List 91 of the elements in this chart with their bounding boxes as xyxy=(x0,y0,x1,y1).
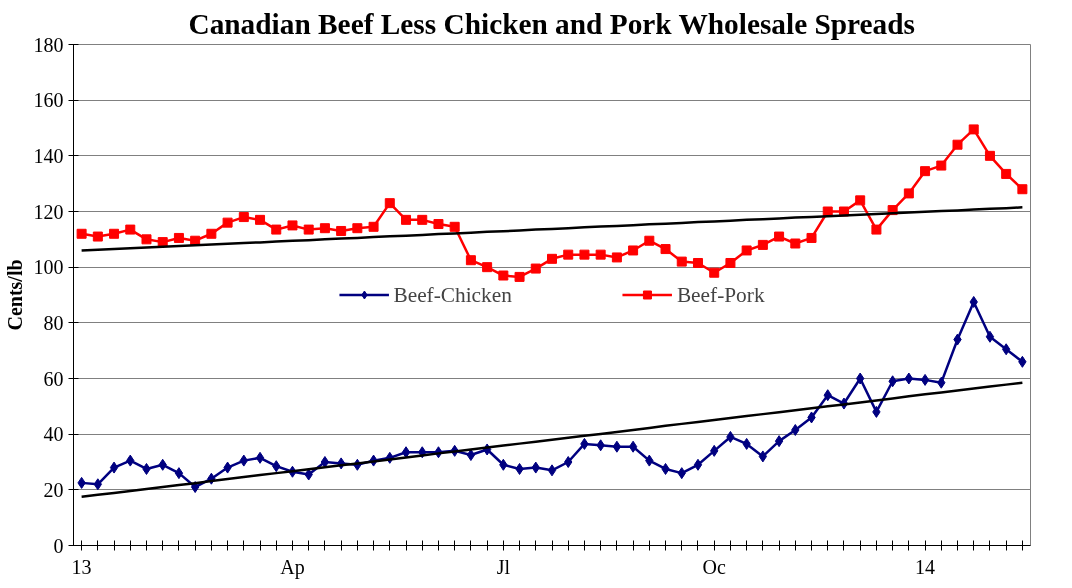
point xyxy=(709,267,720,278)
point xyxy=(514,271,525,282)
y-tick-label: 0 xyxy=(53,534,64,557)
point xyxy=(303,224,314,235)
point xyxy=(547,253,557,264)
point xyxy=(465,255,476,266)
point xyxy=(287,220,298,231)
point xyxy=(806,232,817,243)
point xyxy=(384,198,395,209)
point xyxy=(612,440,622,453)
y-tick-label: 20 xyxy=(43,478,64,501)
y-tick-label: 140 xyxy=(33,144,64,167)
point xyxy=(319,223,330,234)
y-tick-label: 80 xyxy=(43,311,64,334)
point xyxy=(871,224,882,235)
chart-title: Canadian Beef Less Chicken and Pork Wholesale Spreads xyxy=(188,7,915,40)
point xyxy=(774,435,784,448)
point xyxy=(482,262,493,273)
legend-label: Beef-Pork xyxy=(676,282,765,307)
point xyxy=(855,195,866,206)
point xyxy=(255,451,265,464)
point xyxy=(1001,168,1012,179)
point xyxy=(449,221,460,232)
point xyxy=(693,458,703,471)
point xyxy=(190,481,200,494)
point xyxy=(173,232,184,243)
point xyxy=(433,219,444,230)
point xyxy=(952,139,963,150)
point xyxy=(984,150,995,161)
y-tick-label: 120 xyxy=(33,200,64,223)
point xyxy=(903,188,914,199)
point xyxy=(125,224,136,235)
point xyxy=(206,228,217,239)
point xyxy=(417,214,428,225)
line-series xyxy=(80,381,1024,499)
point xyxy=(1017,184,1028,195)
point xyxy=(936,160,947,171)
y-tick-label: 160 xyxy=(33,89,64,112)
point xyxy=(109,228,120,239)
point xyxy=(660,244,671,255)
point xyxy=(579,249,590,260)
point xyxy=(968,124,979,135)
point xyxy=(76,228,87,239)
point xyxy=(628,245,639,256)
point xyxy=(692,257,703,268)
point xyxy=(644,235,655,246)
point xyxy=(774,231,785,242)
point xyxy=(563,249,574,260)
point xyxy=(628,440,638,453)
x-tick-label: Jl xyxy=(496,555,511,578)
point xyxy=(174,467,184,480)
x-tick-label: Oc xyxy=(702,555,726,578)
point xyxy=(222,217,233,228)
x-tick-label: Ap xyxy=(280,555,305,579)
point xyxy=(904,372,914,385)
point xyxy=(790,238,801,249)
point xyxy=(368,221,379,232)
y-tick-label: 100 xyxy=(33,256,64,279)
point xyxy=(92,231,103,242)
point xyxy=(255,214,266,225)
point xyxy=(466,449,476,462)
point xyxy=(985,330,995,343)
point xyxy=(758,450,768,463)
point xyxy=(320,456,330,468)
line-series xyxy=(80,206,1024,252)
x-tick-label: 14 xyxy=(915,555,936,578)
point xyxy=(741,245,752,256)
point xyxy=(595,249,606,260)
point xyxy=(336,225,347,236)
point xyxy=(676,256,687,267)
point xyxy=(271,224,282,235)
point xyxy=(547,464,557,477)
point xyxy=(725,257,736,268)
point xyxy=(920,166,931,177)
y-tick-label: 60 xyxy=(43,367,64,390)
point xyxy=(920,373,930,386)
y-tick-label: 180 xyxy=(33,33,64,56)
point xyxy=(530,263,541,274)
point xyxy=(757,239,768,250)
point xyxy=(238,212,249,223)
point xyxy=(352,223,363,234)
x-tick-label: 13 xyxy=(71,555,92,578)
legend-label: Beef-Chicken xyxy=(393,282,512,307)
point xyxy=(498,270,509,281)
y-axis-title: Cents/lb xyxy=(3,259,26,331)
point xyxy=(611,252,622,263)
point xyxy=(564,456,573,468)
point xyxy=(109,461,119,474)
point xyxy=(401,214,412,225)
point xyxy=(141,234,152,245)
y-tick-label: 40 xyxy=(43,423,64,446)
